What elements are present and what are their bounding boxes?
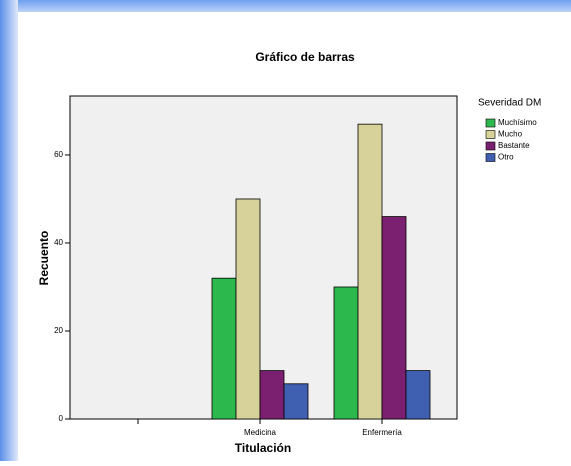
y-tick-label: 20 — [54, 326, 63, 335]
bar — [405, 370, 431, 420]
x-tick-label: Medicina — [244, 428, 277, 437]
bar — [381, 216, 407, 420]
legend-swatch — [485, 118, 496, 128]
legend-swatch — [485, 153, 496, 162]
bar — [357, 123, 383, 420]
x-tick-label: Enfermería — [362, 428, 402, 437]
bar — [211, 277, 237, 420]
y-tick-label: 60 — [54, 150, 63, 159]
legend-label: Muchísimo — [498, 118, 537, 127]
y-tick-label: 40 — [54, 238, 63, 247]
legend-label: Otro — [498, 153, 514, 162]
frame-top — [0, 0, 571, 12]
legend-swatch — [485, 130, 496, 139]
bar — [283, 383, 309, 420]
bar — [259, 370, 285, 420]
y-axis-label: Recuento — [37, 231, 51, 286]
legend-label: Bastante — [498, 141, 530, 150]
frame-left — [0, 0, 18, 461]
chart-title: Gráfico de barras — [255, 50, 355, 64]
bar — [333, 286, 359, 420]
legend-swatch — [485, 141, 496, 151]
legend-title: Severidad DM — [478, 98, 541, 109]
bar — [235, 198, 261, 420]
y-tick-label: 0 — [59, 414, 64, 423]
legend-label: Mucho — [498, 130, 523, 139]
x-axis-label: Titulación — [235, 441, 291, 455]
